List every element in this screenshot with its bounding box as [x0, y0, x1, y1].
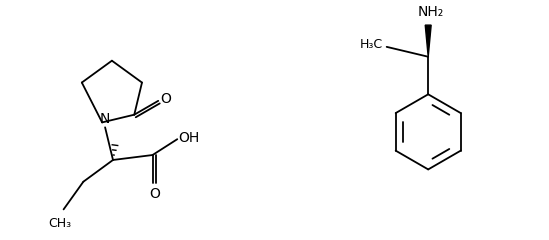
Text: CH₃: CH₃: [48, 217, 71, 230]
Polygon shape: [425, 25, 431, 57]
Text: H₃C: H₃C: [359, 38, 383, 51]
Text: O: O: [149, 186, 160, 201]
Text: OH: OH: [178, 131, 200, 145]
Text: N: N: [100, 113, 110, 126]
Text: NH₂: NH₂: [418, 5, 444, 19]
Text: O: O: [161, 92, 172, 106]
